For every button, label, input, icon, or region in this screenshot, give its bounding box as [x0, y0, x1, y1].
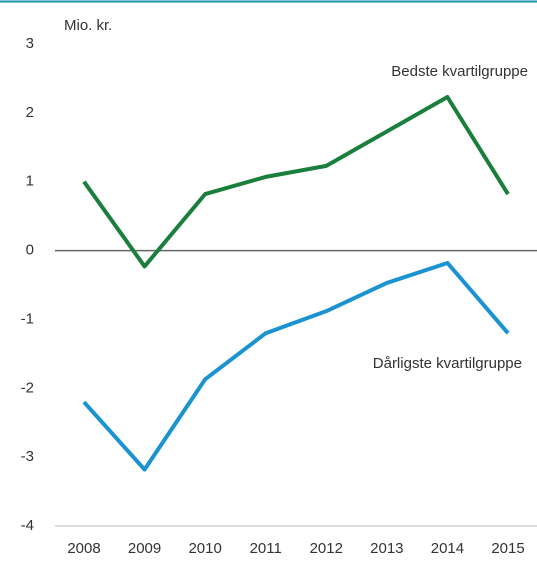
series-label: Bedste kvartilgruppe — [391, 63, 528, 80]
x-tick-label: 2014 — [431, 540, 464, 557]
x-tick-label: 2012 — [310, 540, 343, 557]
y-tick-label: 1 — [26, 173, 34, 190]
series-line — [82, 95, 510, 269]
y-axis-label: Mio. kr. — [64, 17, 112, 34]
series-label: Dårligste kvartilgruppe — [373, 355, 522, 372]
y-tick-label: 3 — [26, 35, 34, 52]
y-tick-label: -3 — [21, 448, 34, 465]
x-tick-label: 2015 — [491, 540, 524, 557]
y-tick-label: 0 — [26, 242, 34, 259]
y-tick-label: -2 — [21, 379, 34, 396]
series-line — [82, 260, 510, 472]
x-tick-label: 2011 — [250, 540, 282, 557]
x-tick-label: 2009 — [128, 540, 161, 557]
x-tick-label: 2013 — [370, 540, 403, 557]
y-tick-label: 2 — [26, 104, 34, 121]
x-tick-label: 2008 — [67, 540, 100, 557]
y-tick-label: -4 — [21, 517, 34, 534]
x-tick-label: 2010 — [188, 540, 221, 557]
y-tick-label: -1 — [21, 310, 34, 327]
